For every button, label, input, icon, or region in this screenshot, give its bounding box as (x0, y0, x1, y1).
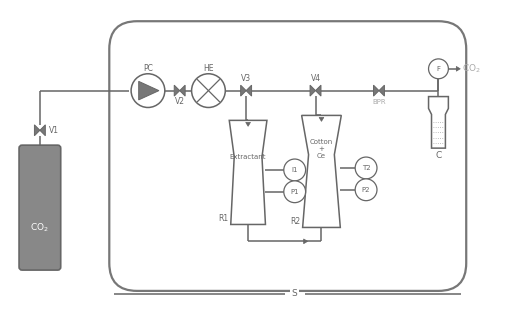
Text: R1: R1 (218, 214, 229, 223)
Circle shape (355, 157, 377, 179)
Text: CO$_2$: CO$_2$ (462, 63, 481, 75)
Polygon shape (34, 125, 40, 136)
Circle shape (355, 179, 377, 201)
Polygon shape (310, 85, 316, 96)
Polygon shape (246, 85, 252, 96)
FancyBboxPatch shape (110, 21, 466, 291)
Text: R2: R2 (291, 217, 301, 226)
Circle shape (284, 181, 306, 203)
Polygon shape (229, 120, 267, 225)
Text: V2: V2 (175, 97, 185, 106)
Circle shape (284, 159, 306, 181)
Circle shape (131, 74, 165, 108)
Text: F: F (436, 66, 441, 72)
Polygon shape (245, 122, 251, 126)
Text: T2: T2 (362, 165, 371, 171)
Polygon shape (319, 117, 324, 121)
Polygon shape (304, 239, 308, 244)
Text: V3: V3 (241, 74, 251, 83)
Polygon shape (379, 85, 385, 96)
Text: C: C (435, 151, 442, 159)
Polygon shape (40, 125, 45, 136)
Polygon shape (241, 85, 246, 96)
Text: PC: PC (143, 64, 153, 73)
Polygon shape (429, 96, 448, 148)
Circle shape (192, 74, 225, 108)
Text: V4: V4 (310, 74, 321, 83)
Polygon shape (316, 85, 321, 96)
Text: BPR: BPR (372, 98, 386, 105)
Text: Extractant: Extractant (230, 154, 266, 160)
Polygon shape (174, 85, 180, 96)
Polygon shape (139, 82, 159, 100)
Polygon shape (302, 115, 342, 228)
Polygon shape (180, 85, 185, 96)
Polygon shape (374, 85, 379, 96)
Text: HE: HE (203, 64, 214, 73)
FancyBboxPatch shape (19, 145, 61, 270)
Text: P2: P2 (362, 187, 371, 193)
Polygon shape (456, 67, 460, 71)
Circle shape (429, 59, 448, 79)
Text: Cotton
+
Ce: Cotton + Ce (310, 139, 333, 159)
Text: I1: I1 (292, 167, 298, 173)
Text: CO$_2$: CO$_2$ (31, 221, 49, 234)
Text: V1: V1 (49, 126, 59, 135)
Text: P1: P1 (291, 189, 299, 195)
Text: S: S (292, 289, 297, 298)
